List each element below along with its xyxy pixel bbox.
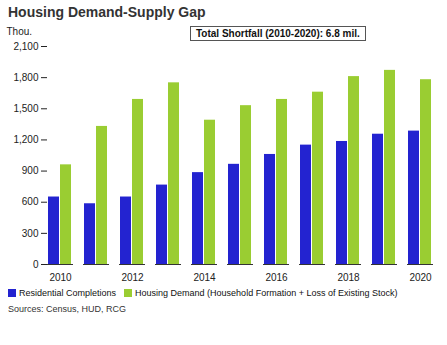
html-text:Housing Demand (Household Form: Housing Demand (Household Formation + Lo… bbox=[135, 288, 398, 298]
svg-text:2018: 2018 bbox=[337, 272, 360, 283]
html-text:Sources: Census, HUD, RCG: Sources: Census, HUD, RCG bbox=[8, 304, 126, 314]
svg-text:900: 900 bbox=[22, 165, 39, 176]
svg-text:2012: 2012 bbox=[121, 272, 144, 283]
html-text:Residential Completions: Residential Completions bbox=[19, 288, 117, 298]
svg-text:2016: 2016 bbox=[265, 272, 288, 283]
svg-text:600: 600 bbox=[22, 196, 39, 207]
html-text:Housing Demand-Supply Gap: Housing Demand-Supply Gap bbox=[8, 4, 206, 20]
svg-text:1,500: 1,500 bbox=[13, 103, 38, 114]
svg-text:300: 300 bbox=[22, 228, 39, 239]
svg-text:Thou.: Thou. bbox=[7, 26, 33, 37]
svg-text:1,800: 1,800 bbox=[13, 72, 38, 83]
svg-text:2,100: 2,100 bbox=[13, 41, 38, 52]
svg-text:2014: 2014 bbox=[193, 272, 216, 283]
html-text:Total Shortfall (2010-2020): 6: Total Shortfall (2010-2020): 6.8 mil. bbox=[196, 28, 360, 39]
svg-text:2010: 2010 bbox=[49, 272, 72, 283]
svg-text:2020: 2020 bbox=[409, 272, 432, 283]
svg-text:0: 0 bbox=[33, 259, 39, 270]
svg-text:1,200: 1,200 bbox=[13, 134, 38, 145]
